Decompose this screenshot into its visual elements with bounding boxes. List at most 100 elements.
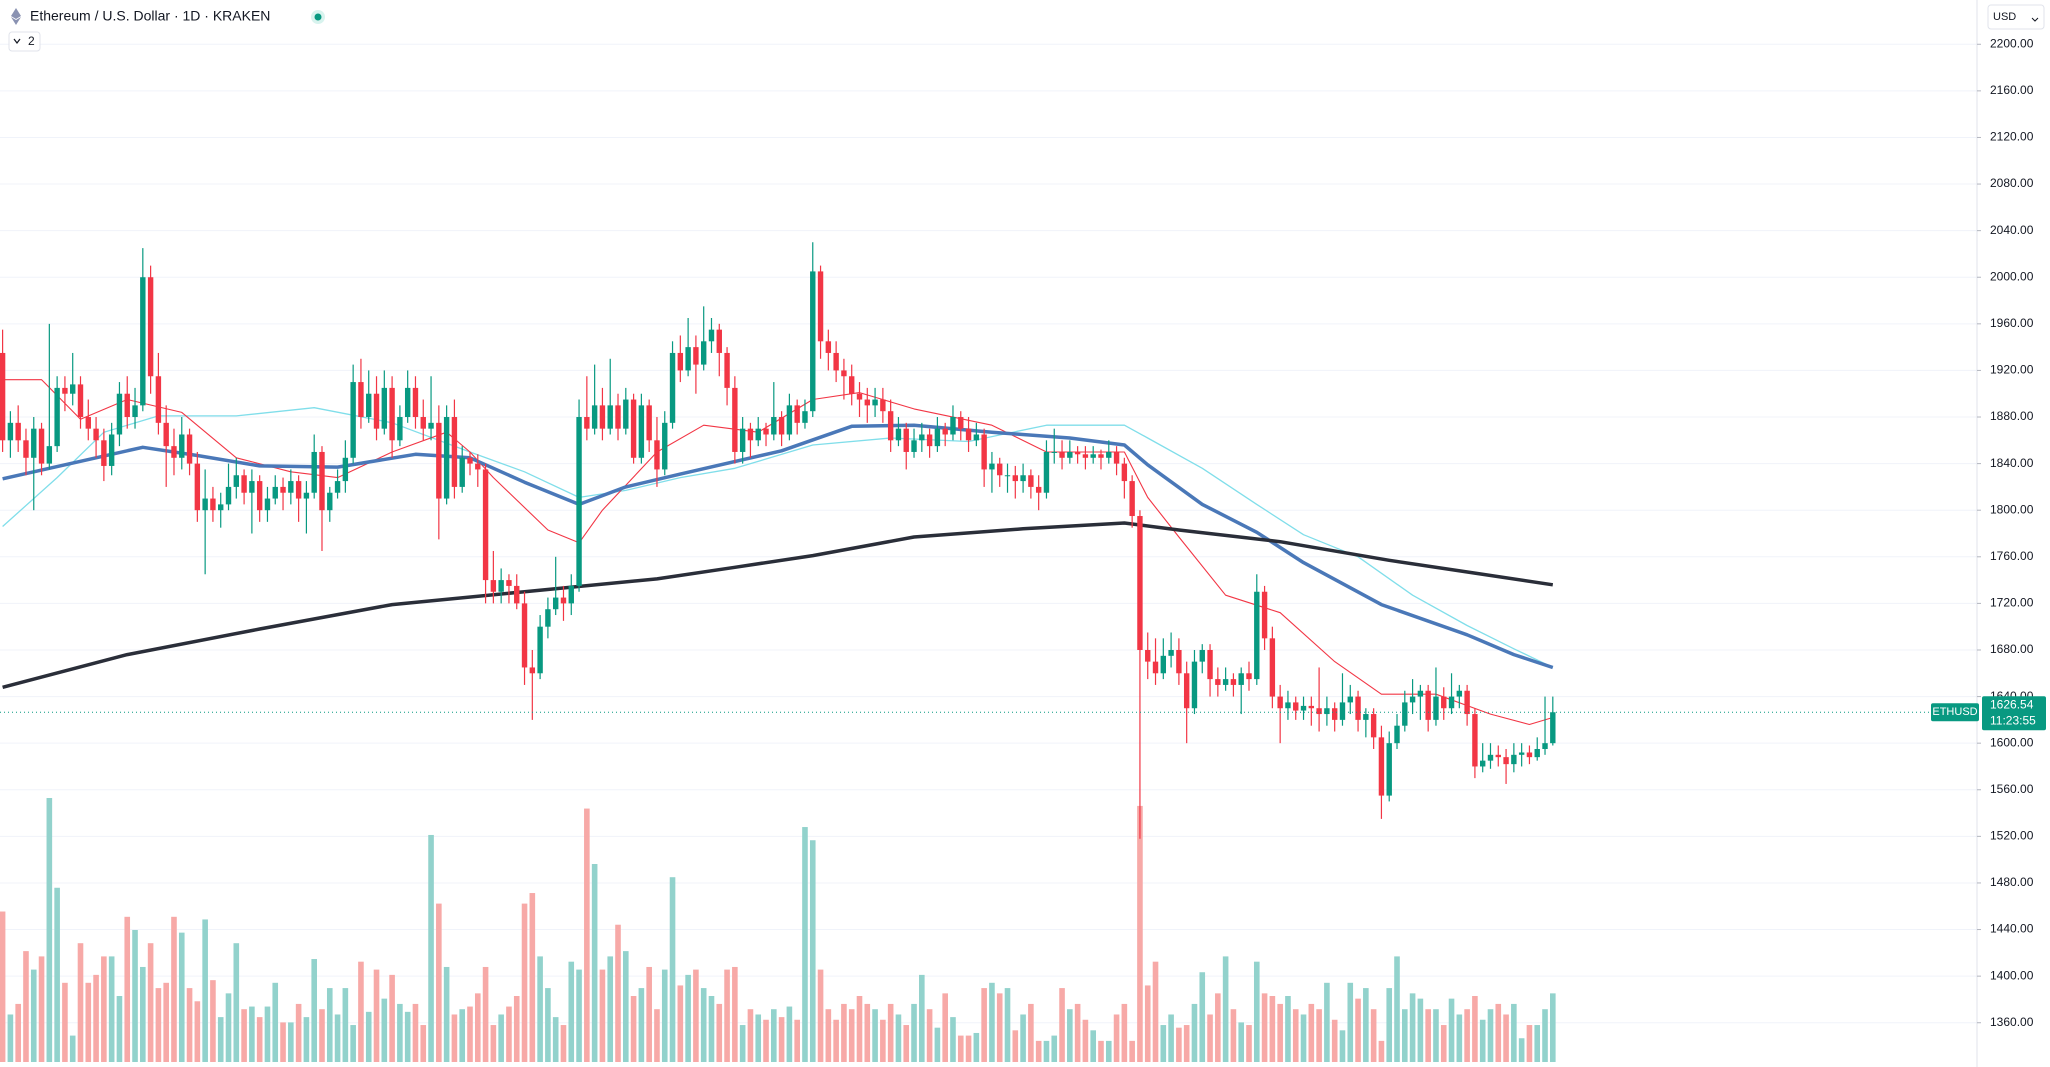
candle-body xyxy=(1028,475,1034,487)
candle-body xyxy=(1370,714,1377,738)
candle-body xyxy=(1378,737,1385,796)
y-tick-label: 1360.00 xyxy=(1990,1015,2034,1029)
volume-bar xyxy=(451,1014,458,1062)
volume-bar xyxy=(895,1014,902,1062)
candle-body xyxy=(1230,679,1237,685)
volume-bar xyxy=(365,1011,372,1062)
volume-bar xyxy=(677,985,684,1062)
candle-body xyxy=(397,417,403,441)
candle-body xyxy=(1269,638,1276,697)
candle-body xyxy=(973,434,980,441)
candle-body xyxy=(934,428,941,447)
volume-bar xyxy=(981,988,987,1062)
candle-body xyxy=(1316,708,1322,715)
volume-bar xyxy=(1105,1040,1112,1062)
candle-body xyxy=(420,417,426,429)
candle-body xyxy=(1238,673,1244,685)
candle-body xyxy=(1526,752,1533,758)
candle-body xyxy=(864,399,870,406)
candle-body xyxy=(490,580,497,592)
volume-bar xyxy=(1051,1035,1058,1062)
volume-bar xyxy=(615,924,621,1062)
volume-bar xyxy=(537,956,543,1062)
candle-body xyxy=(685,347,691,371)
candle-body xyxy=(140,277,146,406)
volume-bar xyxy=(1090,1030,1096,1062)
candle-body xyxy=(1324,708,1330,715)
candle-body xyxy=(926,434,933,447)
candle-body xyxy=(93,428,99,441)
candle-body xyxy=(1417,690,1424,697)
candle-body xyxy=(1059,451,1065,458)
volume-bar xyxy=(739,1025,746,1062)
candle-body xyxy=(669,352,676,423)
candle-body xyxy=(38,428,45,464)
candle-body xyxy=(1339,702,1346,720)
candle-body xyxy=(1254,591,1260,680)
volume-bar xyxy=(716,1003,723,1062)
symbol-tag xyxy=(1931,703,1979,722)
volume-bar xyxy=(443,966,450,1062)
volume-bar xyxy=(217,1017,224,1062)
candle-body xyxy=(15,422,21,441)
volume-bar xyxy=(646,966,652,1062)
volume-bar xyxy=(69,1035,76,1062)
candle-body xyxy=(303,492,310,499)
volume-bar xyxy=(1004,988,1011,1062)
candle-body xyxy=(607,405,613,429)
volume-bar xyxy=(1160,1025,1167,1062)
volume-bar xyxy=(926,1009,933,1062)
candle-body xyxy=(1106,451,1112,458)
candle-body xyxy=(1347,696,1353,703)
volume-bar xyxy=(490,1025,497,1062)
volume-bar xyxy=(1028,1003,1034,1062)
volume-bar xyxy=(576,969,582,1062)
volume-bar xyxy=(506,1006,512,1062)
candle-body xyxy=(358,382,364,418)
candle-body xyxy=(701,341,707,365)
y-tick-label: 2200.00 xyxy=(1990,36,2034,50)
y-tick-label: 1920.00 xyxy=(1990,363,2034,377)
volume-bar xyxy=(1308,1003,1315,1062)
y-tick-label: 1840.00 xyxy=(1990,456,2034,470)
volume-bar xyxy=(1378,1040,1385,1062)
y-tick-label: 1440.00 xyxy=(1990,922,2034,936)
volume-bar xyxy=(428,834,434,1062)
volume-bar xyxy=(1347,982,1354,1062)
volume-bar xyxy=(732,966,738,1062)
volume-bar xyxy=(848,1009,855,1062)
currency-button[interactable] xyxy=(1987,4,2045,30)
candle-body xyxy=(1293,702,1299,711)
candle-body xyxy=(1550,712,1556,744)
volume-bar xyxy=(1409,993,1416,1062)
indicator-chip[interactable] xyxy=(8,31,41,52)
candle-body xyxy=(615,405,621,429)
candle-body xyxy=(62,387,68,394)
candle-body xyxy=(1222,679,1229,685)
volume-bar xyxy=(459,1009,466,1062)
volume-bar xyxy=(1067,1009,1073,1062)
volume-bar xyxy=(1285,996,1291,1062)
candle-body xyxy=(373,393,380,429)
candle-body xyxy=(623,399,629,429)
volume-bar xyxy=(295,1003,302,1062)
volume-bar xyxy=(140,966,146,1062)
volume-bar xyxy=(1331,1019,1338,1062)
moving-average xyxy=(2,521,1554,689)
y-tick-label: 1560.00 xyxy=(1990,782,2034,796)
candle-body xyxy=(1012,475,1018,482)
y-tick-label: 1880.00 xyxy=(1990,409,2034,423)
volume-bar xyxy=(186,988,193,1062)
candle-body xyxy=(0,352,6,441)
candle-body xyxy=(1300,705,1307,711)
price-tag xyxy=(1982,696,2046,731)
volume-bar xyxy=(654,1009,660,1062)
volume-bar xyxy=(1526,1025,1533,1062)
volume-bar xyxy=(101,956,107,1062)
y-tick-label: 2160.00 xyxy=(1990,83,2034,97)
volume-bar xyxy=(880,1019,886,1062)
volume-bar xyxy=(474,993,481,1062)
volume-bar xyxy=(233,943,240,1062)
volume-bar xyxy=(85,982,92,1062)
candle-body xyxy=(1386,743,1392,796)
